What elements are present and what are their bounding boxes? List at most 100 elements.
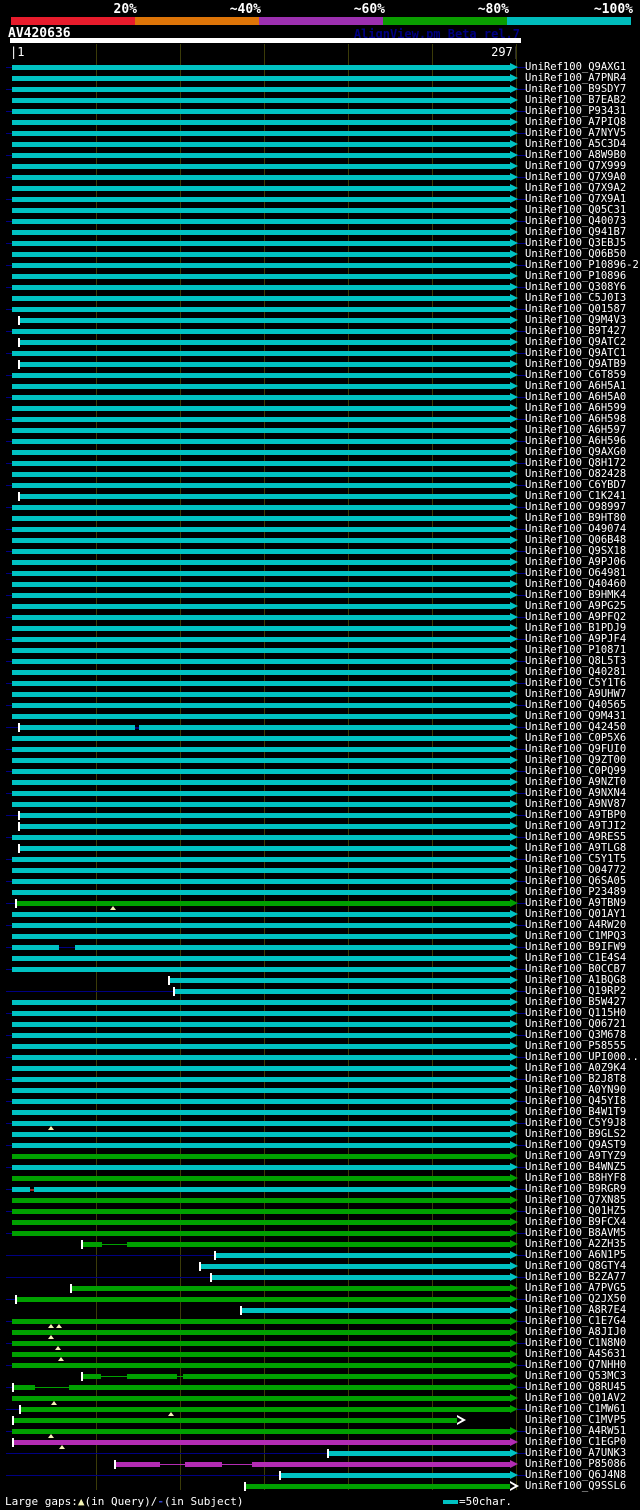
hit-label[interactable]: UniRef100_C6YBD7 [525, 479, 627, 491]
hit-bar[interactable] [12, 384, 510, 389]
hit-label[interactable]: UniRef100_B1PDJ9 [525, 622, 627, 634]
hit-label[interactable]: UniRef100_A7NYV5 [525, 127, 627, 139]
hit-label[interactable]: UniRef100_UPI000.. [525, 1051, 639, 1063]
hit-bar[interactable] [69, 1385, 510, 1390]
hit-label[interactable]: UniRef100_A0Z9K4 [525, 1062, 627, 1074]
hit-bar[interactable] [127, 1242, 510, 1247]
hit-bar[interactable] [215, 1253, 510, 1258]
hit-label[interactable]: UniRef100_C1MW61 [525, 1403, 627, 1415]
hit-label[interactable]: UniRef100_A7PVG5 [525, 1282, 627, 1294]
hit-label[interactable]: UniRef100_P10896 [525, 270, 627, 282]
hit-label[interactable]: UniRef100_A8W9B0 [525, 149, 627, 161]
hit-bar[interactable] [12, 329, 510, 334]
hit-bar[interactable] [200, 1264, 510, 1269]
hit-label[interactable]: UniRef100_Q7X9A2 [525, 182, 627, 194]
hit-bar[interactable] [245, 1484, 510, 1489]
hit-bar[interactable] [19, 846, 510, 851]
hit-bar[interactable] [13, 1418, 457, 1423]
hit-label[interactable]: UniRef100_B4W1T9 [525, 1106, 627, 1118]
hit-bar[interactable] [71, 1286, 510, 1291]
hit-bar[interactable] [12, 890, 510, 895]
hit-bar[interactable] [12, 538, 510, 543]
hit-label[interactable]: UniRef100_Q115H0 [525, 1007, 627, 1019]
hit-bar[interactable] [12, 483, 510, 488]
hit-bar[interactable] [12, 626, 510, 631]
hit-bar[interactable] [12, 1187, 510, 1192]
hit-label[interactable]: UniRef100_Q9FUI0 [525, 743, 627, 755]
hit-bar[interactable] [12, 637, 510, 642]
hit-bar[interactable] [12, 164, 510, 169]
hit-bar[interactable] [12, 967, 510, 972]
hit-label[interactable]: UniRef100_A9TLG8 [525, 842, 627, 854]
hit-bar[interactable] [12, 296, 510, 301]
hit-label[interactable]: UniRef100_B8HYF8 [525, 1172, 627, 1184]
hit-label[interactable]: UniRef100_B9HT80 [525, 512, 627, 524]
hit-label[interactable]: UniRef100_B9SDY7 [525, 83, 627, 95]
hit-label[interactable]: UniRef100_Q8H172 [525, 457, 627, 469]
hit-bar[interactable] [12, 714, 510, 719]
hit-label[interactable]: UniRef100_A7PNR4 [525, 72, 627, 84]
hit-bar[interactable] [12, 1077, 510, 1082]
hit-bar[interactable] [12, 593, 510, 598]
hit-label[interactable]: UniRef100_A9TJI2 [525, 820, 627, 832]
hit-bar[interactable] [12, 76, 510, 81]
hit-label[interactable]: UniRef100_A6H598 [525, 413, 627, 425]
hit-label[interactable]: UniRef100_Q9AXG0 [525, 446, 627, 458]
hit-label[interactable]: UniRef100_Q8GTY4 [525, 1260, 627, 1272]
hit-bar[interactable] [12, 747, 510, 752]
hit-label[interactable]: UniRef100_Q9ATB9 [525, 358, 627, 370]
hit-label[interactable]: UniRef100_P58555 [525, 1040, 627, 1052]
hit-label[interactable]: UniRef100_Q40565 [525, 699, 627, 711]
hit-label[interactable]: UniRef100_Q9ATC2 [525, 336, 627, 348]
hit-bar[interactable] [12, 648, 510, 653]
hit-bar[interactable] [19, 318, 510, 323]
hit-bar[interactable] [12, 87, 510, 92]
hit-label[interactable]: UniRef100_C0P5X6 [525, 732, 627, 744]
hit-bar[interactable] [252, 1462, 510, 1467]
hit-label[interactable]: UniRef100_Q9M4V3 [525, 314, 627, 326]
hit-bar[interactable] [127, 1374, 177, 1379]
hit-bar[interactable] [12, 1154, 510, 1159]
hit-label[interactable]: UniRef100_Q3EBJ5 [525, 237, 627, 249]
hit-label[interactable]: UniRef100_Q9AST9 [525, 1139, 627, 1151]
hit-label[interactable]: UniRef100_B7EAB2 [525, 94, 627, 106]
hit-label[interactable]: UniRef100_Q9AXG1 [525, 61, 627, 73]
hit-label[interactable]: UniRef100_A4RW20 [525, 919, 627, 931]
hit-label[interactable]: UniRef100_B8AVM5 [525, 1227, 627, 1239]
hit-bar[interactable] [20, 1407, 510, 1412]
hit-bar[interactable] [12, 274, 510, 279]
hit-label[interactable]: UniRef100_C1K241 [525, 490, 627, 502]
hit-bar[interactable] [12, 472, 510, 477]
hit-bar[interactable] [19, 340, 510, 345]
hit-bar[interactable] [19, 725, 510, 730]
hit-bar[interactable] [12, 1352, 510, 1357]
hit-bar[interactable] [12, 835, 510, 840]
hit-bar[interactable] [211, 1275, 510, 1280]
hit-bar[interactable] [12, 791, 510, 796]
hit-bar[interactable] [12, 1319, 510, 1324]
hit-bar[interactable] [12, 912, 510, 917]
hit-label[interactable]: UniRef100_Q9ZT00 [525, 754, 627, 766]
hit-label[interactable]: UniRef100_Q42450 [525, 721, 627, 733]
hit-label[interactable]: UniRef100_A7UNK3 [525, 1447, 627, 1459]
hit-bar[interactable] [12, 1110, 510, 1115]
hit-label[interactable]: UniRef100_A9PJF4 [525, 633, 627, 645]
hit-label[interactable]: UniRef100_Q6SA05 [525, 875, 627, 887]
hit-label[interactable]: UniRef100_P10871 [525, 644, 627, 656]
hit-bar[interactable] [12, 516, 510, 521]
hit-bar[interactable] [12, 1341, 510, 1346]
hit-label[interactable]: UniRef100_B9GLS2 [525, 1128, 627, 1140]
hit-bar[interactable] [12, 263, 510, 268]
hit-label[interactable]: UniRef100_O64981 [525, 567, 627, 579]
hit-bar[interactable] [12, 582, 510, 587]
hit-label[interactable]: UniRef100_Q40460 [525, 578, 627, 590]
hit-bar[interactable] [12, 1132, 510, 1137]
hit-label[interactable]: UniRef100_Q40073 [525, 215, 627, 227]
hit-bar[interactable] [12, 1066, 510, 1071]
hit-label[interactable]: UniRef100_O04772 [525, 864, 627, 876]
hit-label[interactable]: UniRef100_A9NXN4 [525, 787, 627, 799]
hit-bar[interactable] [12, 1121, 510, 1126]
hit-label[interactable]: UniRef100_B9IFW9 [525, 941, 627, 953]
hit-label[interactable]: UniRef100_A9PJ06 [525, 556, 627, 568]
hit-label[interactable]: UniRef100_C1E4S4 [525, 952, 627, 964]
